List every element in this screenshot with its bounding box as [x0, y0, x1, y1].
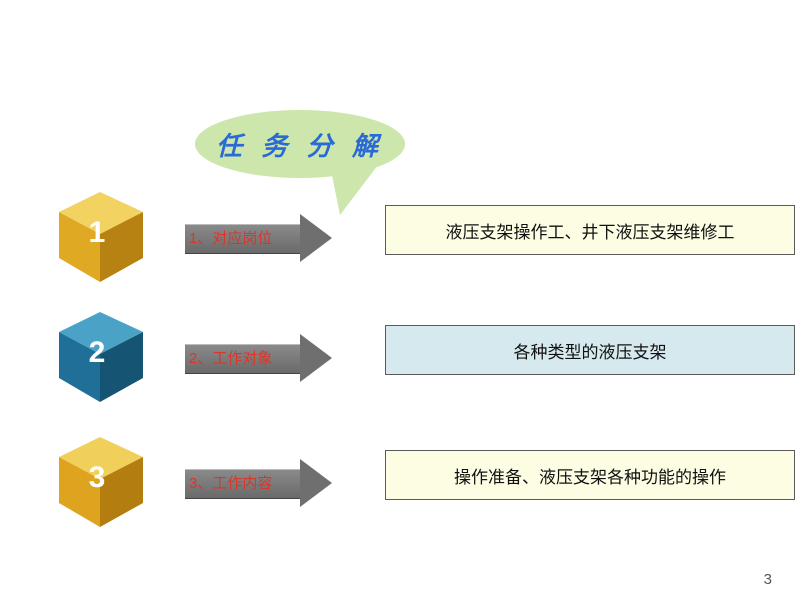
content-box-1: 液压支架操作工、井下液压支架维修工 [385, 205, 795, 255]
cube-2: 2 [55, 310, 155, 400]
content-box-3: 操作准备、液压支架各种功能的操作 [385, 450, 795, 500]
arrow-head-icon [300, 334, 332, 382]
cube-number-3: 3 [77, 461, 117, 495]
cube-1: 1 [55, 190, 155, 280]
content-text-2: 各种类型的液压支架 [514, 338, 667, 363]
row-3: 3 3、工作内容 操作准备、液压支架各种功能的操作 [55, 435, 775, 525]
row-2: 2 2、工作对象 各种类型的液压支架 [55, 310, 775, 400]
cube-number-2: 2 [77, 336, 117, 370]
cube-3: 3 [55, 435, 155, 525]
arrow-1: 1、对应岗位 [185, 220, 335, 256]
cube-number-1: 1 [77, 216, 117, 250]
arrow-head-icon [300, 214, 332, 262]
content-text-1: 液压支架操作工、井下液压支架维修工 [446, 218, 735, 243]
arrow-head-icon [300, 459, 332, 507]
content-box-2: 各种类型的液压支架 [385, 325, 795, 375]
row-1: 1 1、对应岗位 液压支架操作工、井下液压支架维修工 [55, 190, 775, 280]
page-number: 3 [764, 571, 772, 588]
arrow-3: 3、工作内容 [185, 465, 335, 501]
arrow-label-1: 1、对应岗位 [189, 227, 272, 248]
arrow-label-2: 2、工作对象 [189, 347, 272, 368]
title-text: 任 务 分 解 [216, 126, 384, 163]
content-text-3: 操作准备、液压支架各种功能的操作 [454, 463, 726, 488]
arrow-2: 2、工作对象 [185, 340, 335, 376]
arrow-label-3: 3、工作内容 [189, 472, 272, 493]
